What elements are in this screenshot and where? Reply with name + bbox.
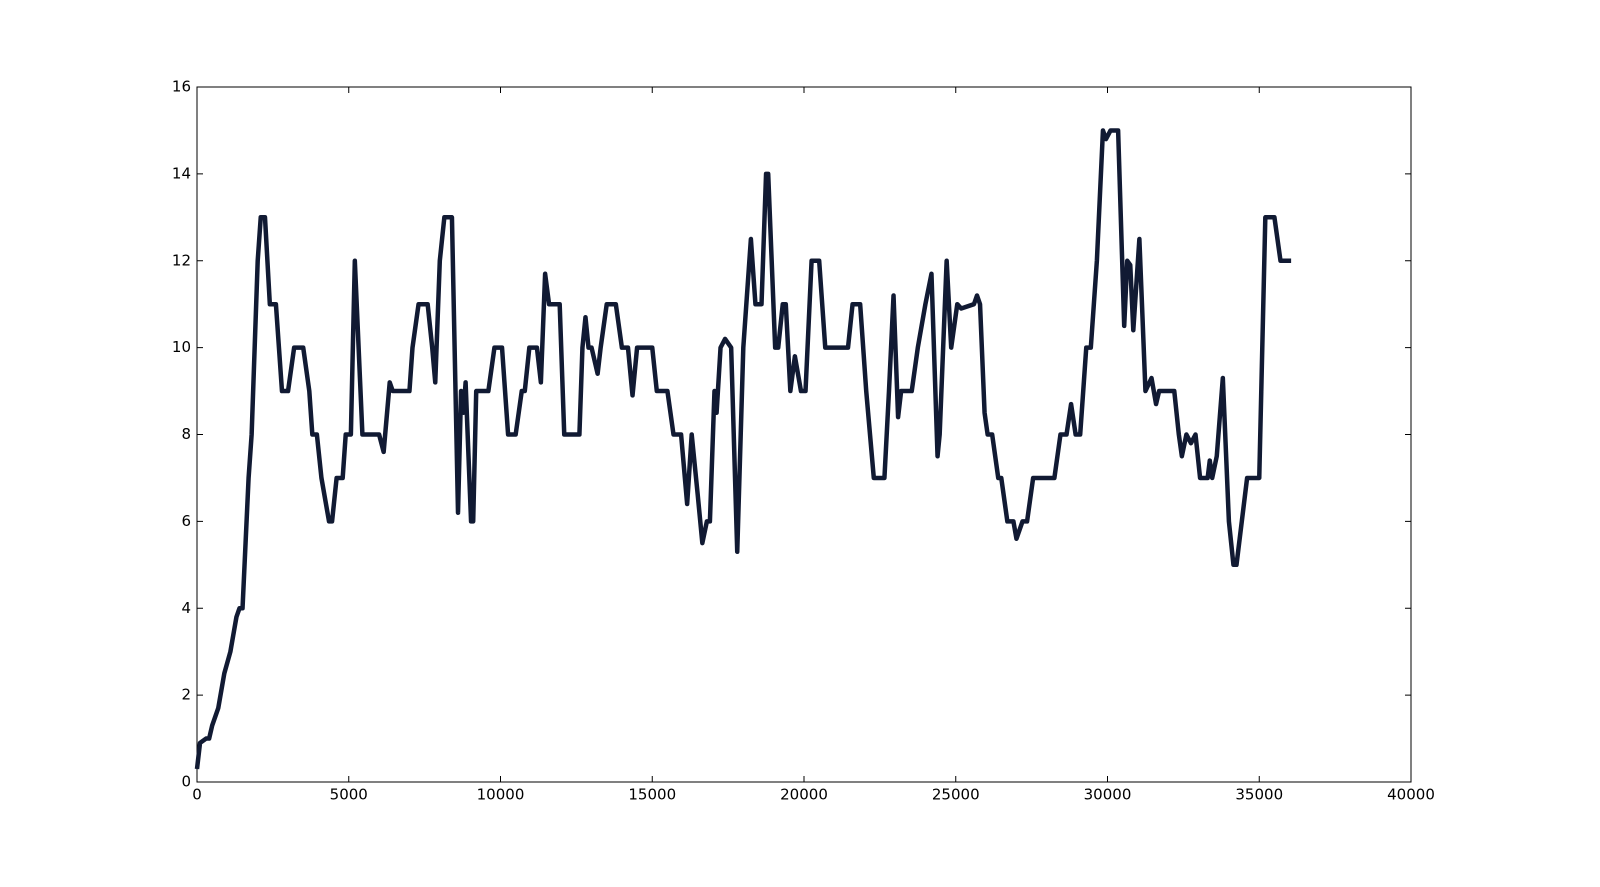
- y-tick-label: 16: [172, 78, 191, 96]
- x-tick-label: 0: [192, 786, 202, 804]
- y-tick-label: 12: [172, 251, 191, 269]
- x-tick-label: 35000: [1235, 786, 1283, 804]
- y-tick-label: 10: [172, 338, 191, 356]
- x-tick-label: 40000: [1387, 786, 1435, 804]
- x-tick-label: 20000: [780, 786, 828, 804]
- y-tick-label: 14: [172, 164, 191, 182]
- x-tick-label: 5000: [330, 786, 368, 804]
- x-tick-label: 25000: [932, 786, 980, 804]
- data-line: [194, 128, 1292, 770]
- x-tick-label: 15000: [628, 786, 676, 804]
- y-tick-label: 6: [181, 512, 191, 530]
- y-tick-label: 0: [181, 773, 191, 791]
- x-tick-label: 10000: [477, 786, 525, 804]
- x-tick-label: 30000: [1084, 786, 1132, 804]
- y-tick-label: 2: [181, 686, 191, 704]
- y-tick-label: 4: [181, 599, 191, 617]
- y-tick-label: 8: [181, 425, 191, 443]
